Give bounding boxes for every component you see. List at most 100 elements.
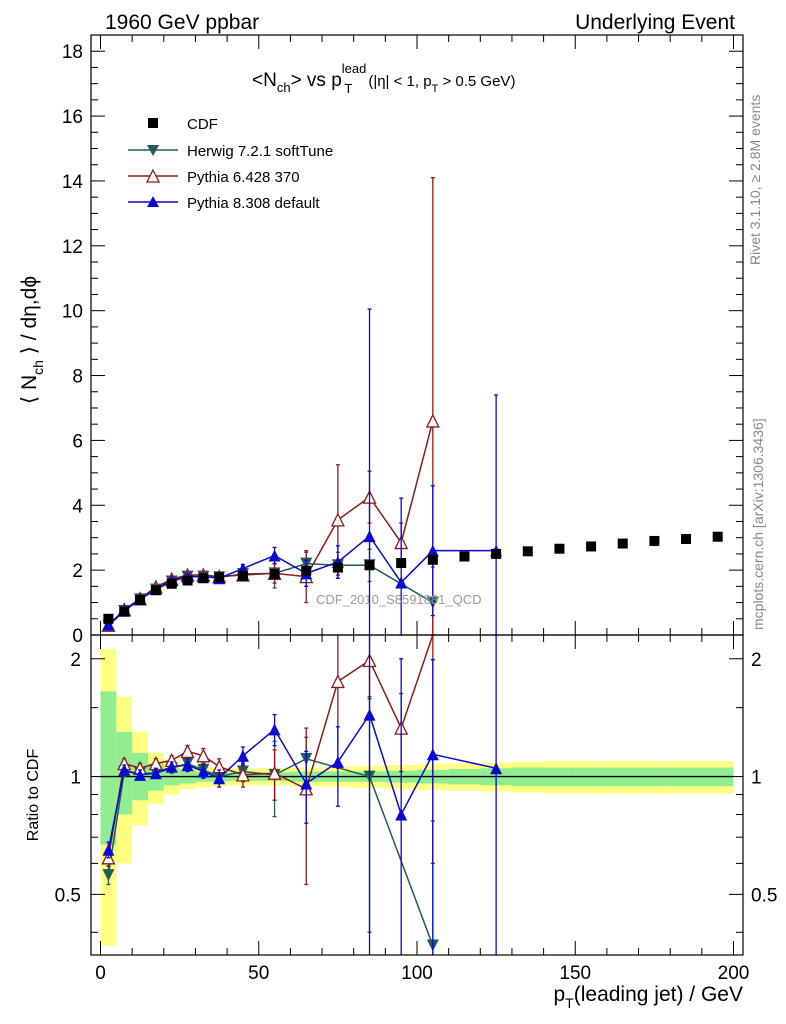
main-ylabel: ⟨ Nch ⟩ / dη,dϕ — [18, 276, 46, 404]
data-point — [103, 613, 114, 624]
legend-entry-cdf: CDF — [148, 116, 218, 133]
data-point — [681, 534, 692, 544]
data-point — [181, 759, 194, 772]
header-analysis: Underlying Event — [575, 11, 735, 34]
data-point — [617, 538, 628, 549]
header-energy: 1960 GeV ppbar — [105, 11, 259, 34]
data-point — [134, 768, 147, 781]
data-point — [198, 573, 209, 584]
ratio-y-tick-label: 0.5 — [55, 885, 81, 906]
data-point — [180, 743, 195, 758]
title-main: <N — [252, 70, 277, 91]
main-axes: 0 2 4 6 8 10 12 14 16 18 — [62, 35, 743, 647]
data-point — [396, 558, 407, 568]
ylabel-sub: ch — [30, 360, 46, 375]
ratio-y-tick-label: 1 — [70, 768, 81, 789]
legend-label-herwig: Herwig 7.2.1 softTune — [187, 143, 333, 160]
xlabel-a: p — [553, 983, 565, 1006]
data-point — [490, 762, 503, 775]
data-point — [118, 763, 131, 776]
title-T: T — [344, 81, 352, 96]
legend-marker-herwig — [147, 145, 159, 156]
data-point — [268, 723, 281, 736]
data-point — [332, 562, 343, 573]
x-tick-label: 100 — [401, 963, 433, 984]
series-pythia-6-428-370 — [101, 177, 440, 636]
data-point — [427, 554, 438, 565]
data-point — [712, 531, 723, 542]
data-point — [363, 708, 376, 721]
title-ch: ch — [277, 80, 291, 95]
data-point — [554, 543, 565, 554]
legend-label-pythia8: Pythia 8.308 default — [187, 195, 320, 212]
ylabel-b: ⟩ / dη,dϕ — [18, 276, 41, 360]
x-tick-label: 150 — [559, 963, 591, 984]
x-tick-label: 50 — [248, 963, 269, 984]
main-plot-area — [101, 177, 723, 636]
y-tick-label: 2 — [72, 561, 83, 582]
data-point — [363, 530, 376, 543]
data-point — [522, 546, 533, 557]
data-point — [395, 576, 408, 589]
data-point — [149, 767, 162, 780]
data-point — [166, 578, 177, 589]
data-point — [364, 560, 375, 571]
xlabel-sub: T — [565, 995, 574, 1011]
uncertainty-bands — [100, 648, 734, 946]
y-tick-label: 10 — [62, 302, 83, 323]
series-pythia-8-308-default — [102, 308, 503, 636]
data-point — [649, 535, 660, 546]
data-point — [235, 767, 250, 782]
ratio-y-tick-label-right: 0.5 — [751, 885, 777, 906]
y-tick-label: 6 — [72, 431, 83, 452]
data-point — [491, 548, 502, 559]
legend: CDF Herwig 7.2.1 softTune Pythia 6.428 3… — [128, 116, 333, 212]
title-cuts-a: (|η| < 1, p — [368, 73, 431, 90]
ratio-panel: 0.5 0.5 1 1 2 2 0 50 100 150 200 Ratio to CDF pT(l… — [25, 634, 777, 1011]
data-point — [237, 570, 248, 581]
series-line-pythia-6-428-370 — [107, 634, 434, 858]
y-tick-label: 8 — [72, 367, 83, 388]
y-tick-label: 14 — [62, 172, 84, 193]
ratio-y-tick-label-right: 2 — [751, 650, 762, 671]
series-herwig-7-2-1-softtune — [102, 696, 439, 955]
data-point — [197, 765, 210, 778]
data-point — [236, 749, 249, 762]
ratio-ylabel: Ratio to CDF — [25, 749, 42, 842]
data-point — [267, 765, 282, 780]
legend-marker-pythia6 — [145, 168, 161, 183]
data-point — [119, 606, 130, 617]
data-point — [426, 544, 439, 557]
y-tick-label: 4 — [72, 496, 83, 517]
data-point — [395, 808, 408, 821]
data-point — [300, 777, 313, 790]
xlabel-b: (leading jet) / GeV — [574, 983, 743, 1006]
data-point — [425, 413, 440, 428]
series-line-pythia-8-308-default — [107, 534, 497, 626]
data-point — [102, 618, 115, 631]
y-tick-label: 12 — [62, 237, 83, 258]
ratio-y-tick-label-right: 1 — [751, 768, 762, 789]
mcplots-label: mcplots.cern.ch [arXiv:1306.3436] — [750, 418, 766, 630]
y-tick-label: 18 — [62, 42, 83, 63]
legend-entry-herwig: Herwig 7.2.1 softTune — [128, 143, 333, 160]
data-point — [165, 760, 178, 773]
legend-entry-pythia6: Pythia 6.428 370 — [128, 168, 300, 186]
main-title: <Nch> vs plead T (|η| < 1, pT > 0.5 GeV) — [252, 61, 515, 96]
data-point — [269, 569, 280, 580]
legend-entry-pythia8: Pythia 8.308 default — [128, 195, 320, 212]
data-point — [459, 551, 470, 562]
data-point — [102, 843, 115, 856]
series-cdf — [103, 531, 723, 624]
y-tick-label: 16 — [62, 107, 83, 128]
series-pythia-8-308-default — [102, 635, 503, 955]
title-cuts-T: T — [432, 83, 439, 95]
title-lead: lead — [342, 61, 367, 76]
series-line-pythia-8-308-default — [107, 712, 497, 850]
analysis-watermark: CDF_2010_S8591881_QCD — [316, 592, 482, 607]
ratio-axes: 0.5 0.5 1 1 2 2 0 50 100 150 200 — [55, 635, 777, 984]
data-point — [330, 673, 345, 689]
x-tick-label: 0 — [95, 963, 106, 984]
